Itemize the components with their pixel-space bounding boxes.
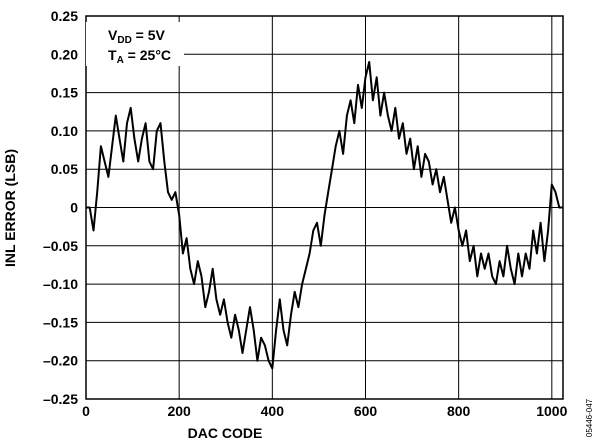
x-tick-label: 400 xyxy=(261,403,285,419)
x-tick-labels: 0 200 400 600 800 1000 xyxy=(82,403,567,419)
x-tick-label: 200 xyxy=(167,403,191,419)
y-tick-label: 0.15 xyxy=(51,85,78,101)
annotation-vdd-subscript: DD xyxy=(117,35,131,46)
x-tick-label: 600 xyxy=(354,403,378,419)
y-tick-label: 0.25 xyxy=(51,8,78,24)
y-tick-label: –0.25 xyxy=(43,391,78,407)
grid xyxy=(85,15,563,400)
x-axis-label: DAC CODE xyxy=(188,425,263,441)
x-tick-label: 1000 xyxy=(536,403,567,419)
plot-frame xyxy=(85,15,564,400)
y-tick-label: 0.20 xyxy=(51,46,78,62)
y-tick-label: 0 xyxy=(70,200,78,216)
figure-id: 05446-047 xyxy=(585,398,594,437)
y-axis-label: INL ERROR (LSB) xyxy=(2,149,18,267)
y-tick-label: 0.10 xyxy=(51,123,78,139)
y-tick-label: –0.05 xyxy=(43,238,78,254)
y-tick-label: –0.20 xyxy=(43,353,78,369)
annotation-ta: TA = 25°C xyxy=(108,47,171,66)
annotation-vdd-symbol: V xyxy=(108,27,118,43)
series-layer xyxy=(86,61,563,370)
annotation-vdd: VDD = 5V xyxy=(108,27,166,46)
annotation-box xyxy=(86,22,184,66)
y-tick-label: –0.15 xyxy=(43,314,78,330)
annotation-ta-value: = 25°C xyxy=(124,47,171,63)
y-tick-label: –0.10 xyxy=(43,276,78,292)
annotation-ta-symbol: T xyxy=(108,47,117,63)
condition-annotation: VDD = 5V TA = 25°C xyxy=(86,22,184,66)
annotation-vdd-value: = 5V xyxy=(132,27,166,43)
x-tick-label: 0 xyxy=(82,403,90,419)
inl-series-line xyxy=(86,61,563,370)
annotation-ta-subscript: A xyxy=(117,55,124,66)
y-tick-labels: 0.25 0.20 0.15 0.10 0.05 0 –0.05 –0.10 –0.15 –0.2… xyxy=(43,8,78,407)
y-tick-label: 0.05 xyxy=(51,161,78,177)
x-tick-label: 800 xyxy=(447,403,471,419)
